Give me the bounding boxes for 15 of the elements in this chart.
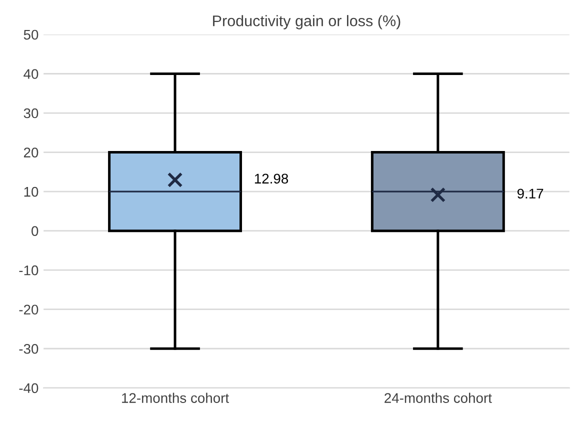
y-tick-label: -30 (19, 344, 38, 354)
annotation: 12.98 (254, 174, 288, 184)
y-tick-label: -20 (19, 304, 38, 315)
y-tick-label: 50 (24, 30, 38, 40)
x-tick-label: 24-months cohort (384, 392, 492, 403)
annotation: 9.17 (517, 188, 544, 199)
x-tick-label: 12-months cohort (122, 392, 229, 403)
chart-title: Productivity gain or loss (%) (213, 15, 400, 30)
y-tick-label: 0 (32, 226, 38, 236)
y-tick-label: 40 (24, 69, 38, 79)
y-tick-label: -40 (19, 383, 38, 394)
y-tick-label: 10 (24, 186, 38, 197)
y-tick-label: -10 (19, 265, 38, 276)
y-tick-label: 30 (24, 108, 38, 118)
y-tick-label: 20 (24, 148, 38, 158)
